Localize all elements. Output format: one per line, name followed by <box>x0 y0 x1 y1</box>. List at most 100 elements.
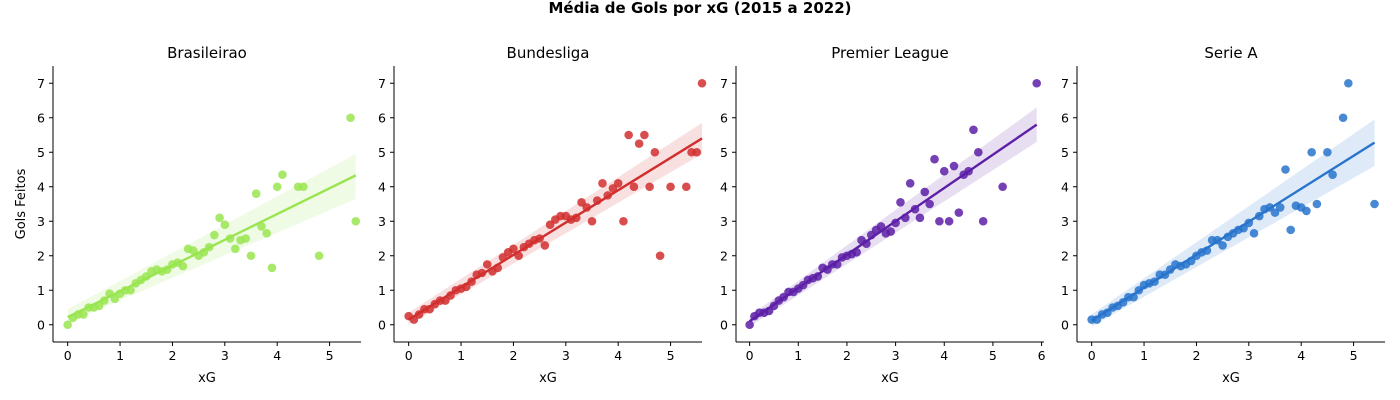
data-point <box>1218 241 1227 250</box>
y-tick-label: 1 <box>37 283 45 298</box>
y-tick-label: 5 <box>37 145 45 160</box>
x-tick-label: 4 <box>273 348 281 363</box>
data-point <box>351 217 360 226</box>
x-axis-label: xG <box>539 371 557 386</box>
data-point <box>886 227 895 236</box>
y-tick-label: 7 <box>378 76 386 91</box>
panel-title: Serie A <box>1204 44 1258 62</box>
y-tick-label: 5 <box>1061 145 1069 160</box>
data-point <box>262 229 271 238</box>
x-tick-label: 3 <box>221 348 229 363</box>
x-tick-label: 1 <box>794 348 802 363</box>
y-axis-label: Gols Feitos <box>14 168 29 239</box>
data-point <box>682 182 691 191</box>
data-point <box>63 320 72 329</box>
data-point <box>268 264 277 273</box>
y-tick-label: 4 <box>378 179 386 194</box>
x-axis-label: xG <box>1222 371 1240 386</box>
data-point <box>221 220 230 229</box>
data-point <box>614 179 623 188</box>
data-point <box>656 251 665 260</box>
data-point <box>974 148 983 157</box>
y-tick-label: 4 <box>720 179 728 194</box>
y-tick-label: 4 <box>37 179 45 194</box>
data-point <box>692 148 701 157</box>
x-tick-label: 2 <box>509 348 517 363</box>
regression-line <box>750 125 1037 322</box>
data-point <box>215 214 224 223</box>
data-point <box>645 182 654 191</box>
regression-line <box>409 138 702 319</box>
y-tick-label: 2 <box>1061 248 1069 263</box>
data-point <box>666 182 675 191</box>
x-tick-label: 4 <box>614 348 622 363</box>
x-tick-label: 2 <box>168 348 176 363</box>
panel-title: Brasileirao <box>167 44 247 62</box>
y-tick-label: 4 <box>1061 179 1069 194</box>
data-point <box>945 217 954 226</box>
y-tick-label: 6 <box>720 110 728 125</box>
data-point <box>231 245 240 254</box>
x-tick-label: 3 <box>1245 348 1253 363</box>
y-tick-label: 3 <box>1061 214 1069 229</box>
figure-title: Média de Gols por xG (2015 a 2022) <box>548 0 851 17</box>
data-point <box>1032 79 1041 88</box>
y-tick-label: 6 <box>37 110 45 125</box>
y-tick-label: 1 <box>1061 283 1069 298</box>
data-point <box>930 155 939 164</box>
data-point <box>640 131 649 140</box>
x-axis-label: xG <box>881 371 899 386</box>
data-point <box>210 231 219 240</box>
x-tick-label: 1 <box>116 348 124 363</box>
x-tick-label: 5 <box>989 348 997 363</box>
x-tick-label: 0 <box>1088 348 1096 363</box>
y-tick-label: 3 <box>37 214 45 229</box>
x-tick-label: 1 <box>1140 348 1148 363</box>
data-point <box>906 179 915 188</box>
y-tick-label: 5 <box>378 145 386 160</box>
regression-line <box>68 175 356 317</box>
y-tick-label: 1 <box>720 283 728 298</box>
data-point <box>1307 148 1316 157</box>
x-tick-label: 4 <box>1297 348 1305 363</box>
data-point <box>588 217 597 226</box>
data-point <box>916 214 925 223</box>
data-point <box>950 162 959 171</box>
data-point <box>1344 79 1353 88</box>
data-point <box>745 320 754 329</box>
y-tick-label: 0 <box>378 317 386 332</box>
data-point <box>241 234 250 243</box>
data-point <box>920 188 929 197</box>
data-point <box>955 208 964 217</box>
x-tick-label: 4 <box>940 348 948 363</box>
data-point <box>273 182 282 191</box>
data-point <box>315 251 324 260</box>
y-tick-label: 7 <box>37 76 45 91</box>
x-tick-label: 6 <box>1038 348 1046 363</box>
data-point <box>935 217 944 226</box>
y-tick-label: 2 <box>37 248 45 263</box>
panel-title: Bundesliga <box>507 44 590 62</box>
x-tick-label: 5 <box>326 348 334 363</box>
data-point <box>1286 226 1295 235</box>
data-point <box>1339 113 1348 122</box>
x-tick-label: 0 <box>64 348 72 363</box>
y-tick-label: 0 <box>720 317 728 332</box>
data-point <box>346 113 355 122</box>
data-point <box>940 167 949 176</box>
x-tick-label: 5 <box>1350 348 1358 363</box>
data-point <box>651 148 660 157</box>
x-tick-label: 0 <box>405 348 413 363</box>
y-tick-label: 2 <box>720 248 728 263</box>
data-point <box>635 139 644 148</box>
data-point <box>619 217 628 226</box>
y-tick-label: 7 <box>720 76 728 91</box>
data-point <box>698 79 707 88</box>
y-tick-label: 3 <box>378 214 386 229</box>
data-point <box>896 198 905 207</box>
y-tick-label: 6 <box>1061 110 1069 125</box>
data-point <box>299 182 308 191</box>
x-tick-label: 5 <box>667 348 675 363</box>
x-tick-label: 1 <box>457 348 465 363</box>
data-point <box>278 170 287 179</box>
